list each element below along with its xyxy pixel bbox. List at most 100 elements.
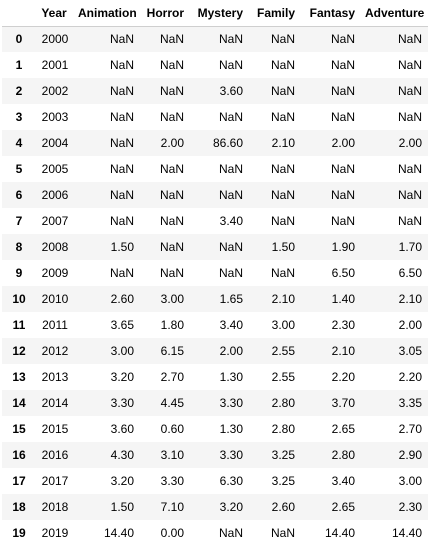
row-index: 3 xyxy=(15,110,23,124)
cell-horror: NaN xyxy=(159,266,184,280)
cell-animation: NaN xyxy=(109,266,134,280)
cell-adventure: NaN xyxy=(397,32,422,47)
cell-animation: NaN xyxy=(109,214,134,228)
cell-adventure: 2.70 xyxy=(398,422,422,436)
table-row: 7 2007 NaN NaN 3.40 NaN NaN NaN xyxy=(2,208,428,234)
cell-animation: 3.20 xyxy=(110,474,134,488)
cell-fantasy: 2.65 xyxy=(331,500,355,514)
cell-family: 3.25 xyxy=(271,448,295,462)
cell-animation: 3.30 xyxy=(110,396,134,410)
cell-mystery: 6.30 xyxy=(219,474,243,488)
table-row: 3 2003 NaN NaN NaN NaN NaN NaN xyxy=(2,104,428,130)
cell-fantasy: NaN xyxy=(330,162,355,176)
cell-family: 2.10 xyxy=(271,136,295,150)
cell-family: 2.55 xyxy=(271,344,295,358)
cell-year: 2019 xyxy=(41,526,69,540)
cell-family: NaN xyxy=(270,266,295,280)
cell-family: 3.25 xyxy=(271,474,295,488)
cell-adventure: NaN xyxy=(397,214,422,228)
column-header-family: Family xyxy=(249,0,301,27)
table-row: 10 2010 2.60 3.00 1.65 2.10 1.40 2.10 xyxy=(2,286,428,312)
cell-family: NaN xyxy=(270,58,295,72)
cell-horror: 3.00 xyxy=(160,292,184,306)
cell-animation: NaN xyxy=(109,32,134,47)
cell-adventure: NaN xyxy=(397,58,422,72)
cell-family: NaN xyxy=(270,84,295,98)
cell-adventure: 3.00 xyxy=(398,474,422,488)
cell-family: NaN xyxy=(270,526,295,540)
cell-animation: 2.60 xyxy=(110,292,134,306)
row-index: 2 xyxy=(15,84,23,98)
row-index: 14 xyxy=(12,396,26,410)
cell-mystery: 3.40 xyxy=(219,214,243,228)
cell-horror: NaN xyxy=(159,32,184,47)
cell-fantasy: 2.10 xyxy=(331,344,355,358)
table-body: 0 2000 NaN NaN NaN NaN NaN NaN 1 2001 NaN NaN NaN NaN… xyxy=(2,26,428,546)
cell-fantasy: NaN xyxy=(330,110,355,124)
cell-year: 2015 xyxy=(41,422,69,436)
cell-mystery: NaN xyxy=(218,266,243,280)
cell-year: 2012 xyxy=(41,344,69,358)
cell-fantasy: 6.50 xyxy=(331,266,355,280)
column-header-horror: Horror xyxy=(140,0,190,27)
cell-horror: 2.70 xyxy=(160,370,184,384)
cell-mystery: 3.30 xyxy=(219,396,243,410)
cell-year: 2001 xyxy=(41,58,69,72)
cell-adventure: 1.70 xyxy=(398,240,422,254)
row-index: 13 xyxy=(12,370,26,384)
cell-adventure: 2.10 xyxy=(398,292,422,306)
row-index: 18 xyxy=(12,500,26,514)
table-row: 5 2005 NaN NaN NaN NaN NaN NaN xyxy=(2,156,428,182)
cell-animation: 1.50 xyxy=(110,240,134,254)
cell-horror: 0.60 xyxy=(160,422,184,436)
cell-horror: 0.00 xyxy=(160,526,184,540)
cell-animation: 3.00 xyxy=(110,344,134,358)
cell-mystery: 3.20 xyxy=(219,500,243,514)
table-row: 9 2009 NaN NaN NaN NaN 6.50 6.50 xyxy=(2,260,428,286)
cell-family: 2.60 xyxy=(271,500,295,514)
column-header-mystery: Mystery xyxy=(190,0,249,27)
row-index: 11 xyxy=(12,318,26,332)
cell-family: NaN xyxy=(270,32,295,47)
cell-fantasy: NaN xyxy=(330,214,355,228)
cell-animation: 3.20 xyxy=(110,370,134,384)
cell-mystery: 2.00 xyxy=(219,344,243,358)
table-row: 12 2012 3.00 6.15 2.00 2.55 2.10 3.05 xyxy=(2,338,428,364)
row-index: 19 xyxy=(12,526,26,540)
row-index: 6 xyxy=(15,188,23,202)
cell-year: 2005 xyxy=(41,162,69,176)
column-header-year: Year xyxy=(36,0,74,27)
table-row: 13 2013 3.20 2.70 1.30 2.55 2.20 2.20 xyxy=(2,364,428,390)
cell-adventure: NaN xyxy=(397,110,422,124)
cell-year: 2018 xyxy=(41,500,69,514)
cell-fantasy: NaN xyxy=(330,58,355,72)
cell-mystery: NaN xyxy=(218,188,243,202)
row-index: 7 xyxy=(15,214,23,228)
cell-horror: 3.10 xyxy=(160,448,184,462)
cell-horror: NaN xyxy=(159,188,184,202)
table-row: 14 2014 3.30 4.45 3.30 2.80 3.70 3.35 xyxy=(2,390,428,416)
cell-horror: NaN xyxy=(159,58,184,72)
cell-mystery: 3.60 xyxy=(219,84,243,98)
cell-year: 2014 xyxy=(41,396,69,410)
row-index: 5 xyxy=(15,162,23,176)
cell-adventure: 3.05 xyxy=(398,344,422,358)
cell-adventure: 3.35 xyxy=(398,396,422,410)
cell-animation: 3.60 xyxy=(110,422,134,436)
cell-mystery: NaN xyxy=(218,58,243,72)
cell-horror: 1.80 xyxy=(160,318,184,332)
table-row: 15 2015 3.60 0.60 1.30 2.80 2.65 2.70 xyxy=(2,416,428,442)
cell-horror: NaN xyxy=(159,110,184,124)
table-row: 4 2004 NaN 2.00 86.60 2.10 2.00 2.00 xyxy=(2,130,428,156)
cell-fantasy: NaN xyxy=(330,32,355,47)
row-index: 10 xyxy=(12,292,26,306)
cell-animation: NaN xyxy=(109,162,134,176)
cell-mystery: 3.30 xyxy=(219,448,243,462)
table-header: Year Animation Horror Mystery Family Fan… xyxy=(2,0,428,27)
cell-animation: 14.40 xyxy=(103,526,134,540)
row-index: 16 xyxy=(12,448,26,462)
table-row: 19 2019 14.40 0.00 NaN NaN 14.40 14.40 xyxy=(2,520,428,546)
row-index: 4 xyxy=(15,136,23,150)
column-header-fantasy: Fantasy xyxy=(301,0,361,27)
cell-adventure: 6.50 xyxy=(398,266,422,280)
